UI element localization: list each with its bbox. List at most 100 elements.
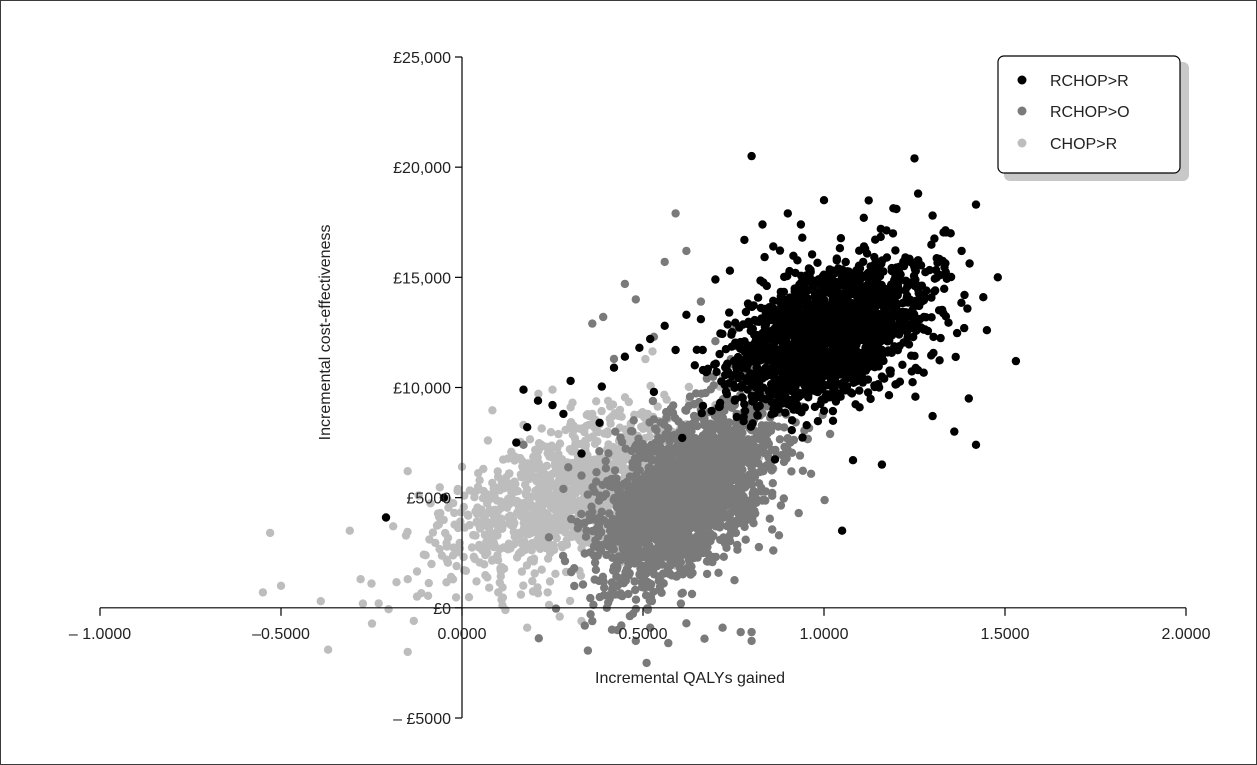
data-point: [719, 552, 728, 561]
data-point: [607, 625, 617, 634]
data-point: [496, 497, 505, 506]
data-point: [779, 457, 789, 467]
data-point: [794, 508, 803, 518]
data-point: [934, 306, 944, 315]
data-point: [643, 604, 652, 613]
data-point: [900, 298, 910, 307]
data-point: [665, 476, 674, 486]
data-point: [435, 483, 444, 492]
data-point: [864, 196, 873, 205]
data-point: [446, 572, 456, 582]
data-point: [475, 543, 484, 552]
data-point: [798, 433, 807, 442]
data-point: [642, 658, 651, 668]
data-point: [551, 513, 560, 522]
data-point: [722, 521, 732, 531]
data-point: [577, 509, 586, 519]
data-point: [718, 329, 727, 339]
data-point: [693, 553, 702, 562]
data-point: [572, 477, 582, 487]
data-point: [565, 596, 575, 606]
data-point: [697, 389, 706, 398]
data-point: [719, 496, 728, 505]
data-point: [729, 498, 739, 507]
data-point: [706, 492, 716, 502]
data-point: [813, 417, 823, 426]
data-point: [952, 328, 962, 338]
data-point: [736, 470, 745, 480]
data-point: [564, 463, 573, 472]
data-point: [479, 486, 488, 496]
data-point: [682, 406, 691, 415]
data-point: [453, 486, 462, 496]
data-point: [644, 553, 653, 563]
data-point: [534, 634, 543, 643]
data-point: [884, 391, 894, 400]
data-point: [519, 440, 528, 449]
data-point: [764, 421, 773, 431]
data-point: [855, 386, 864, 395]
data-point: [646, 483, 655, 492]
data-point: [507, 488, 516, 497]
data-point: [770, 455, 780, 464]
data-point: [356, 575, 365, 584]
data-point: [631, 604, 641, 614]
data-point: [615, 590, 624, 599]
data-point: [658, 532, 667, 541]
data-point: [697, 524, 707, 533]
data-point: [703, 557, 712, 566]
data-point: [885, 366, 894, 375]
data-point: [265, 528, 275, 538]
data-point: [499, 564, 509, 573]
data-point: [698, 540, 707, 549]
data-point: [935, 356, 944, 365]
data-point: [503, 454, 512, 463]
data-point: [731, 528, 741, 538]
data-point: [506, 518, 515, 527]
data-point: [700, 634, 709, 643]
data-point: [664, 638, 673, 648]
data-point: [659, 569, 669, 578]
data-point: [501, 605, 510, 615]
data-point: [906, 324, 915, 333]
data-point: [345, 526, 354, 535]
data-point: [621, 508, 630, 518]
data-point: [559, 475, 568, 485]
data-point: [609, 354, 619, 364]
data-point: [637, 578, 646, 587]
data-point: [741, 535, 750, 544]
data-point: [530, 519, 539, 529]
data-point: [426, 499, 435, 508]
data-point: [656, 418, 665, 427]
data-point: [586, 548, 595, 557]
data-point: [738, 458, 748, 467]
data-point: [626, 526, 636, 535]
data-point: [537, 440, 546, 449]
data-point: [562, 536, 571, 545]
data-point: [641, 591, 651, 600]
data-point: [730, 383, 739, 392]
data-point: [631, 595, 641, 604]
data-point: [721, 345, 731, 354]
data-point: [488, 556, 497, 565]
data-point: [813, 258, 822, 267]
data-point: [403, 467, 412, 476]
data-point: [755, 426, 765, 436]
data-point: [702, 367, 711, 377]
data-point: [516, 590, 526, 599]
data-point: [603, 427, 612, 436]
data-point: [451, 593, 461, 602]
data-point: [449, 543, 458, 552]
data-point: [546, 450, 556, 459]
data-point: [649, 587, 658, 596]
data-point: [597, 406, 606, 416]
data-point: [581, 532, 591, 541]
data-point: [787, 467, 796, 476]
data-point: [684, 424, 693, 433]
data-point: [702, 547, 711, 556]
data-point: [635, 466, 644, 475]
data-point: [775, 246, 785, 255]
data-point: [747, 464, 756, 473]
data-point: [511, 479, 520, 489]
